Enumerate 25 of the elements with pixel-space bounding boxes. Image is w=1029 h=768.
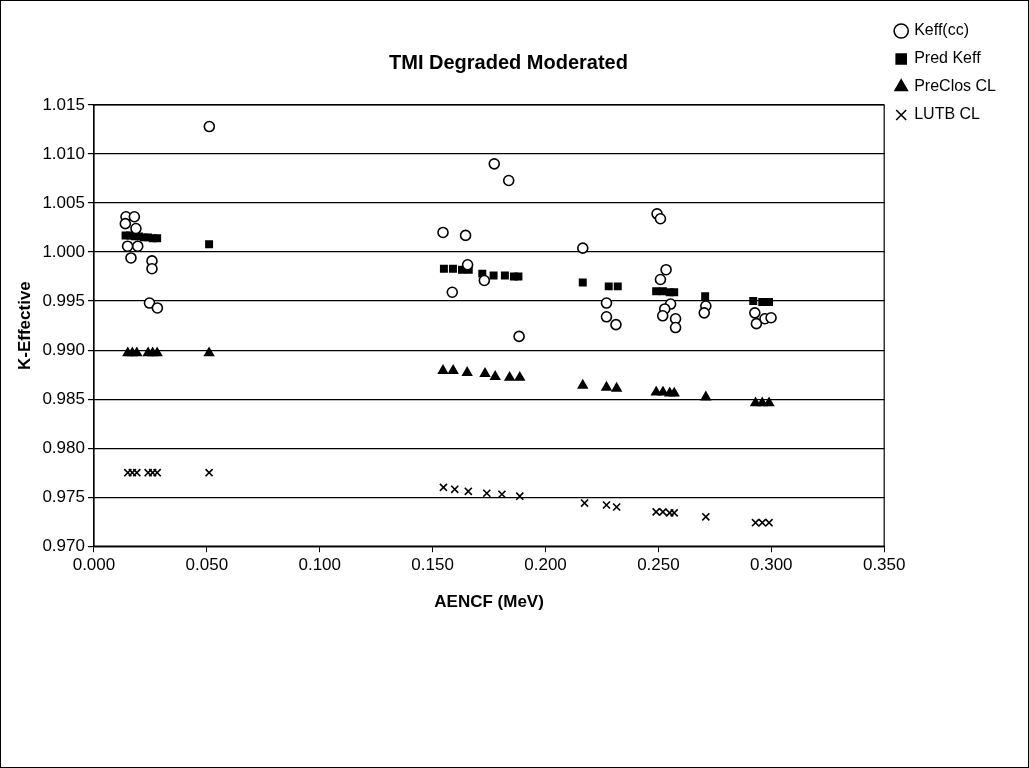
x-tick-label: 0.250 (637, 555, 680, 575)
y-tick-label: 1.000 (42, 241, 85, 261)
y-tick-label: 1.005 (42, 192, 85, 212)
x-tick-label: 0.350 (862, 555, 906, 575)
y-axis-title: K-Effective (14, 281, 34, 371)
x-tick-label: 0.000 (72, 555, 116, 575)
x-tick-label: 0.300 (750, 555, 793, 575)
y-tick-label: 0.975 (42, 486, 85, 506)
legend-label: Keff(cc) (914, 21, 970, 39)
y-tick-label: 0.970 (42, 535, 85, 555)
y-tick-label: 0.985 (42, 388, 85, 408)
legend-label: LUTB CL (914, 105, 981, 123)
x-tick-label: 0.200 (524, 555, 567, 575)
y-tick-label: 0.995 (42, 290, 85, 310)
x-axis-title: AENCF (MeV) (434, 592, 544, 612)
chart-title: TMI Degraded Moderated (389, 50, 628, 73)
x-tick-label: 0.050 (185, 555, 229, 575)
x-tick-label: 0.150 (411, 555, 454, 575)
x-tick-label: 0.100 (298, 555, 341, 575)
y-tick-label: 1.010 (42, 143, 85, 163)
y-tick-label: 1.015 (42, 94, 85, 114)
legend-label: Pred Keff (914, 49, 982, 67)
y-tick-label: 0.990 (42, 339, 85, 359)
legend-label: PreClos CL (914, 77, 997, 95)
y-tick-label: 0.980 (42, 437, 85, 457)
